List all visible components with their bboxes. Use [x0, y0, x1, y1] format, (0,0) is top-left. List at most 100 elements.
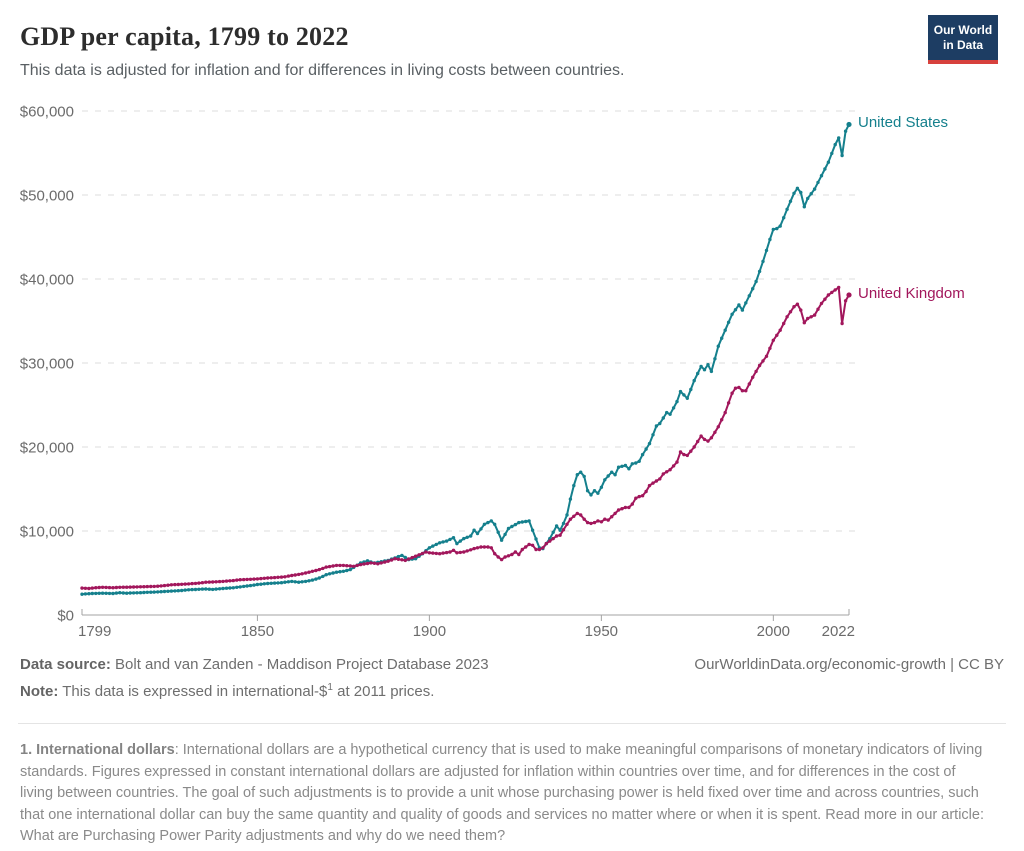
data-point-marker [706, 439, 710, 443]
data-point-marker [678, 450, 683, 454]
data-point-marker [128, 585, 132, 589]
data-point-marker [403, 558, 407, 563]
data-point-marker [121, 591, 126, 595]
data-point-marker [520, 547, 524, 552]
data-point-marker [795, 186, 800, 190]
footnote-lead: 1. International dollars [20, 742, 175, 758]
owid-logo[interactable]: Our World in Data [928, 15, 998, 64]
data-point-marker [166, 583, 170, 587]
data-point-marker [169, 583, 174, 587]
data-point-marker [651, 433, 655, 437]
data-point-marker [809, 315, 813, 319]
data-point-marker [513, 522, 518, 527]
data-point-marker [338, 563, 342, 568]
data-point-marker [121, 585, 126, 589]
data-point-marker [159, 590, 163, 594]
data-point-marker [255, 577, 260, 581]
data-point-marker [190, 581, 194, 586]
data-point-marker [334, 563, 339, 568]
data-point-marker [823, 297, 827, 301]
data-point-marker [634, 461, 638, 465]
data-point-marker [806, 196, 810, 201]
data-point-marker [496, 555, 500, 559]
data-point-marker [513, 550, 518, 554]
data-point-marker [668, 412, 672, 416]
data-point-marker [259, 576, 263, 581]
data-point-marker [561, 521, 566, 526]
chart-footer: Data source: Bolt and van Zanden - Maddi… [20, 656, 1004, 709]
data-point-marker [843, 299, 848, 303]
data-point-marker [262, 582, 266, 586]
data-point-marker [510, 552, 514, 557]
data-point-marker [709, 369, 714, 374]
data-point-marker [434, 542, 438, 547]
data-point-marker [730, 391, 734, 395]
data-point-marker [383, 560, 387, 564]
data-point-marker [204, 580, 208, 584]
data-point-marker [97, 591, 101, 595]
data-point-marker [80, 592, 84, 596]
data-point-marker [321, 574, 325, 579]
data-point-marker [279, 575, 284, 579]
data-point-marker [551, 536, 555, 541]
data-point-marker [107, 585, 112, 590]
data-point-marker [324, 565, 328, 569]
footnote-paragraph: 1. International dollars: International … [20, 740, 988, 848]
data-point-marker [438, 541, 442, 545]
data-point-marker [479, 527, 483, 531]
data-point-marker [341, 563, 346, 568]
owid-logo-line1: Our World [933, 23, 993, 37]
data-point-marker [771, 338, 775, 342]
data-point-marker [778, 224, 782, 228]
data-point-marker [455, 551, 459, 555]
data-point-marker [527, 542, 531, 547]
data-point-marker [166, 589, 170, 593]
data-point-marker [238, 578, 242, 582]
data-point-marker [427, 546, 432, 550]
data-point-marker [107, 591, 112, 596]
data-point-marker [283, 575, 287, 579]
data-point-marker [837, 136, 841, 140]
data-point-marker [128, 591, 132, 595]
data-point-marker [245, 577, 249, 582]
data-point-marker [613, 473, 617, 477]
data-point-marker [100, 585, 105, 589]
y-axis-tick-label: $30,000 [20, 355, 74, 372]
data-point-marker [372, 561, 377, 565]
data-point-marker [630, 462, 634, 466]
data-point-marker [537, 547, 542, 552]
data-point-marker [606, 518, 610, 522]
data-point-marker [293, 580, 297, 584]
data-point-marker [782, 321, 786, 326]
data-point-marker [651, 481, 655, 485]
data-point-marker [358, 562, 363, 567]
data-point-marker [503, 532, 507, 537]
data-point-marker [520, 520, 524, 524]
data-point-marker [424, 550, 428, 554]
data-point-marker [744, 389, 748, 393]
data-point-marker [200, 587, 205, 591]
data-point-marker [812, 313, 817, 317]
data-point-marker [634, 496, 638, 500]
data-point-marker [840, 153, 844, 158]
data-point-marker [245, 584, 249, 588]
data-point-marker [407, 557, 411, 561]
data-point-marker [327, 572, 332, 576]
data-point-marker [689, 387, 693, 392]
data-point-marker [561, 528, 566, 532]
data-point-marker [100, 591, 105, 595]
data-point-marker [723, 410, 727, 415]
data-point-marker [489, 519, 493, 523]
data-point-marker [200, 581, 205, 585]
data-point-marker [517, 520, 521, 525]
data-point-marker [596, 491, 600, 495]
data-point-marker [692, 378, 696, 383]
data-point-marker [135, 591, 139, 595]
data-point-marker [493, 552, 497, 556]
data-point-marker [565, 513, 569, 517]
series-end-dot [846, 292, 852, 298]
data-point-marker [754, 279, 758, 284]
data-point-marker [348, 567, 352, 572]
data-point-marker [616, 508, 621, 512]
